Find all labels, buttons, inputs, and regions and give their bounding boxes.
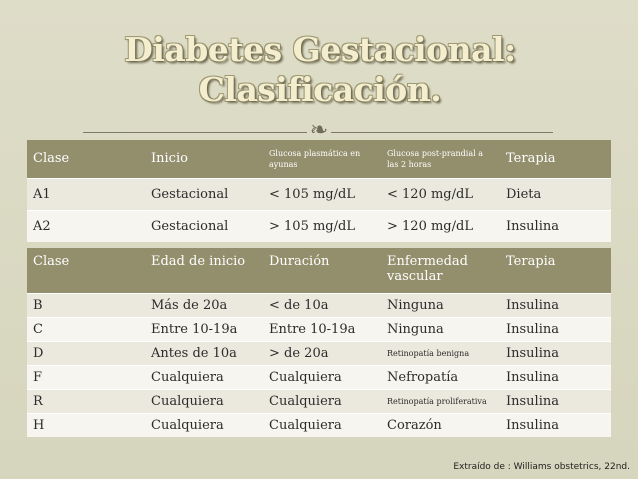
cell: Cualquiera (145, 412, 263, 437)
table-header-row: Clase Inicio Glucosa plasmática en ayuna… (27, 140, 611, 178)
cell: Corazón (381, 412, 500, 437)
cell: > 120 mg/dL (381, 209, 500, 242)
table-row: H Cualquiera Cualquiera Corazón Insulina (27, 412, 611, 437)
cell: Insulina (500, 388, 611, 413)
cell: C (27, 316, 145, 341)
table-row: C Entre 10-19a Entre 10-19a Ninguna Insu… (27, 316, 611, 341)
cell: Entre 10-19a (263, 316, 381, 341)
header-duracion: Duración (263, 248, 381, 293)
header-clase: Clase (27, 140, 145, 178)
table-row: B Más de 20a < de 10a Ninguna Insulina (27, 292, 611, 317)
table-row: A1 Gestacional < 105 mg/dL < 120 mg/dL D… (27, 177, 611, 210)
cell: Antes de 10a (145, 340, 263, 365)
cell: Insulina (500, 340, 611, 365)
table-row: D Antes de 10a > de 20a Retinopatía beni… (27, 340, 611, 365)
cell: Retinopatía proliferativa (381, 388, 500, 413)
cell: < 105 mg/dL (263, 177, 381, 210)
header-clase: Clase (27, 248, 145, 293)
cell: R (27, 388, 145, 413)
cell: Insulina (500, 412, 611, 437)
cell: > de 20a (263, 340, 381, 365)
cell: > 105 mg/dL (263, 209, 381, 242)
cell: Insulina (500, 292, 611, 317)
cell: A2 (27, 209, 145, 242)
pregestational-classification-table: Clase Edad de inicio Duración Enfermedad… (27, 248, 611, 437)
cell: B (27, 292, 145, 317)
table-row: R Cualquiera Cualquiera Retinopatía prol… (27, 388, 611, 413)
source-citation: Extraído de : Williams obstetrics, 22nd. (453, 462, 630, 472)
cell: Cualquiera (263, 364, 381, 389)
header-enfermedad-vascular: Enfermedad vascular (381, 248, 500, 293)
cell: Dieta (500, 177, 611, 210)
header-inicio: Inicio (145, 140, 263, 178)
header-glucosa-ayunas: Glucosa plasmática en ayunas (263, 140, 381, 178)
header-terapia: Terapia (500, 248, 611, 293)
cell: A1 (27, 177, 145, 210)
cell: Cualquiera (263, 412, 381, 437)
slide-title: Diabetes Gestacional: Clasificación. (120, 30, 520, 110)
cell: < de 10a (263, 292, 381, 317)
cell: Insulina (500, 209, 611, 242)
table-row: F Cualquiera Cualquiera Nefropatía Insul… (27, 364, 611, 389)
cell: Cualquiera (145, 364, 263, 389)
cell: H (27, 412, 145, 437)
cell: Retinopatía benigna (381, 340, 500, 365)
cell: Ninguna (381, 292, 500, 317)
cell: Insulina (500, 316, 611, 341)
cell: < 120 mg/dL (381, 177, 500, 210)
title-line-2: Clasificación. (198, 70, 442, 109)
table-header-row: Clase Edad de inicio Duración Enfermedad… (27, 248, 611, 293)
title-line-1: Diabetes Gestacional: (124, 30, 516, 69)
scroll-ornament-icon: ❧ (307, 119, 331, 143)
cell: Gestacional (145, 177, 263, 210)
cell: Más de 20a (145, 292, 263, 317)
cell: Cualquiera (263, 388, 381, 413)
cell: Nefropatía (381, 364, 500, 389)
cell: Ninguna (381, 316, 500, 341)
header-edad-de-inicio: Edad de inicio (145, 248, 263, 293)
header-glucosa-postprandial: Glucosa post-prandial a las 2 horas (381, 140, 500, 178)
header-terapia: Terapia (500, 140, 611, 178)
table-row: A2 Gestacional > 105 mg/dL > 120 mg/dL I… (27, 209, 611, 242)
gestational-classification-table: Clase Inicio Glucosa plasmática en ayuna… (27, 140, 611, 242)
cell: Insulina (500, 364, 611, 389)
cell: F (27, 364, 145, 389)
cell: Cualquiera (145, 388, 263, 413)
cell: Gestacional (145, 209, 263, 242)
cell: Entre 10-19a (145, 316, 263, 341)
cell: D (27, 340, 145, 365)
